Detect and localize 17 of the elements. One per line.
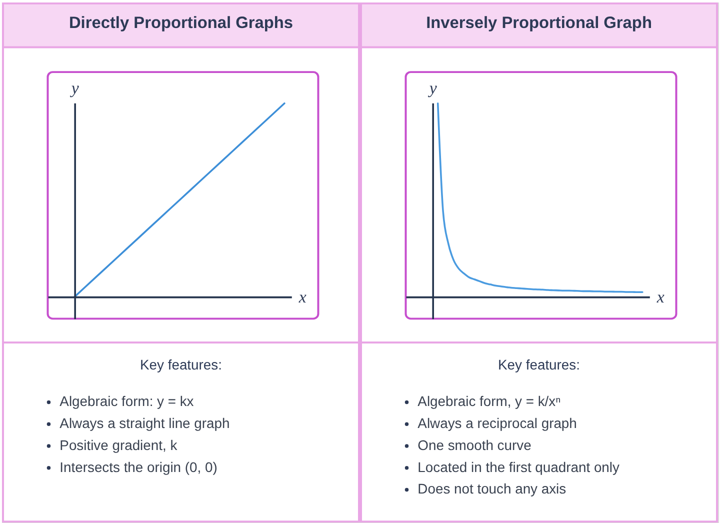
text: Does not touch any axis <box>418 480 566 497</box>
chart-title: Inversely Proportional Graph <box>426 14 652 32</box>
text: Key features: <box>140 356 222 372</box>
text: Intersects the origin (0, 0) <box>60 458 218 475</box>
chart-title: Directly Proportional Graphs <box>68 14 294 32</box>
text: Always a straight line graph <box>60 415 230 432</box>
y-axis-title: y <box>69 78 80 98</box>
y-axis-title: y <box>427 78 438 98</box>
text: Positive gradient, k <box>60 436 178 453</box>
text: One smooth curve <box>418 436 532 453</box>
text: Algebraic form: y = kx <box>60 393 194 410</box>
text: Located in the first quadrant only <box>418 458 620 475</box>
x-axis-title: x <box>656 287 665 306</box>
text: Always a reciprocal graph <box>418 415 577 432</box>
x-axis-title: x <box>298 287 307 306</box>
text: Key features: <box>498 356 580 372</box>
text: Algebraic form, y = k/xⁿ <box>418 393 561 410</box>
